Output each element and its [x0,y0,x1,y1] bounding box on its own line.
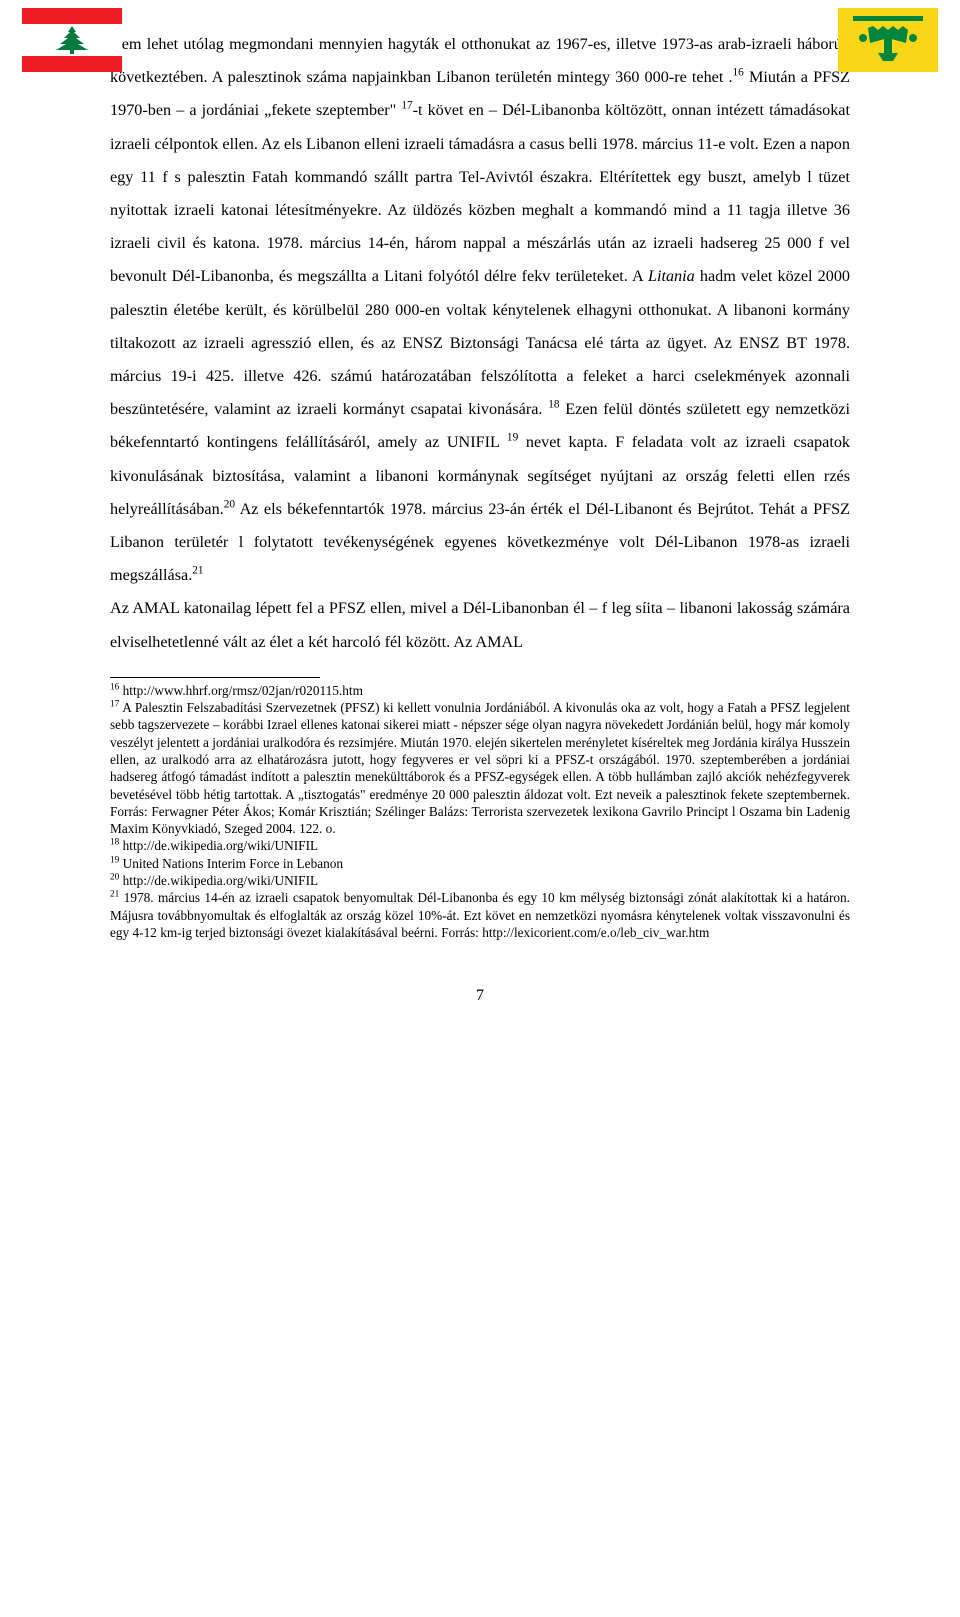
hezbollah-flag-icon [838,8,938,72]
footnote-ref-20: 20 [224,498,235,510]
footnote-ref-21: 21 [192,565,203,577]
footnote-separator [110,677,320,678]
footnote-ref-18: 18 [548,399,559,411]
footnotes-block: 16 http://www.hhrf.org/rmsz/02jan/r02011… [110,682,850,941]
footnote-ref-19: 19 [507,432,518,444]
footnote-16: 16 http://www.hhrf.org/rmsz/02jan/r02011… [110,682,850,699]
italic-term: Litania [648,267,695,285]
body-text: hadm velet közel 2000 palesztin életébe … [110,267,850,418]
lebanon-flag-icon [22,8,122,72]
footnote-18: 18 http://de.wikipedia.org/wiki/UNIFIL [110,837,850,854]
page-number: 7 [110,987,850,1005]
body-text: -t követ en – Dél-Libanonba költözött, o… [110,101,850,285]
footnote-21: 21 1978. március 14-én az izraeli csapat… [110,889,850,941]
document-body: Nem lehet utólag megmondani mennyien hag… [110,28,850,659]
footnote-17: 17 A Palesztin Felszabadítási Szervezetn… [110,699,850,837]
header-flags [22,8,938,78]
footnote-ref-17: 17 [401,100,412,112]
footnote-19: 19 United Nations Interim Force in Leban… [110,855,850,872]
footnote-20: 20 http://de.wikipedia.org/wiki/UNIFIL [110,872,850,889]
body-paragraph-2: Az AMAL katonailag lépett fel a PFSZ ell… [110,592,850,658]
